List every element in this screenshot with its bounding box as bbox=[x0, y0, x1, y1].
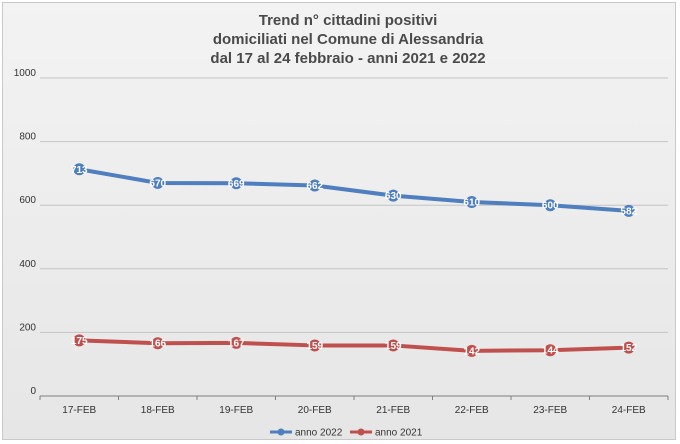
x-tick-label: 19-FEB bbox=[219, 405, 253, 416]
data-label: 600 bbox=[542, 201, 559, 212]
data-label: 166 bbox=[149, 339, 166, 350]
data-point bbox=[622, 204, 635, 217]
series-line bbox=[77, 167, 631, 213]
data-label: 142 bbox=[463, 346, 480, 357]
data-point bbox=[465, 196, 478, 209]
legend-label: anno 2021 bbox=[375, 428, 423, 439]
data-label: 670 bbox=[149, 178, 166, 189]
y-tick-label: 1000 bbox=[14, 68, 37, 79]
x-tick-label: 17-FEB bbox=[62, 405, 96, 416]
data-point bbox=[73, 334, 86, 347]
chart-title-line-3: dal 17 al 24 febbraio - anni 2021 e 2022 bbox=[210, 50, 485, 67]
data-point bbox=[230, 336, 243, 349]
legend-swatch-marker bbox=[357, 428, 365, 436]
data-label: 713 bbox=[71, 165, 88, 176]
y-tick-label: 200 bbox=[19, 322, 36, 333]
data-point bbox=[308, 339, 321, 352]
chart-title-line-1: Trend n° cittadini positivi bbox=[259, 12, 438, 29]
data-label: 582 bbox=[620, 206, 637, 217]
data-label: 175 bbox=[71, 336, 88, 347]
chart-title: Trend n° cittadini positivi domiciliati … bbox=[210, 12, 485, 67]
x-tick-label: 24-FEB bbox=[612, 405, 646, 416]
data-point bbox=[387, 339, 400, 352]
data-label: 669 bbox=[228, 179, 245, 190]
y-tick-label: 400 bbox=[19, 259, 36, 270]
x-tick-label: 22-FEB bbox=[455, 405, 489, 416]
data-label: 610 bbox=[463, 198, 480, 209]
data-label: 159 bbox=[385, 341, 402, 352]
data-label: 630 bbox=[385, 191, 402, 202]
legend: anno 2022 anno 2021 bbox=[270, 428, 423, 439]
data-label: 167 bbox=[228, 338, 245, 349]
x-tick-label: 18-FEB bbox=[141, 405, 175, 416]
x-tick-label: 23-FEB bbox=[533, 405, 567, 416]
data-point bbox=[465, 344, 478, 357]
y-tick-label: 0 bbox=[30, 386, 36, 397]
data-point bbox=[622, 341, 635, 354]
data-point bbox=[73, 163, 86, 176]
data-point bbox=[151, 176, 164, 189]
data-label: 152 bbox=[620, 343, 637, 354]
x-tick-label: 20-FEB bbox=[298, 405, 332, 416]
series-line bbox=[77, 338, 631, 353]
data-point bbox=[544, 344, 557, 357]
y-tick-label: 800 bbox=[19, 132, 36, 143]
chart-frame bbox=[2, 2, 676, 440]
gridlines bbox=[40, 77, 668, 333]
data-label: 159 bbox=[306, 341, 323, 352]
series-group: 713 670 669 662 630 610 600 582 175 166 167 159 159 1… bbox=[71, 163, 638, 357]
chart-title-line-2: domiciliati nel Comune di Alessandria bbox=[213, 31, 484, 48]
data-point bbox=[387, 189, 400, 202]
data-label: 144 bbox=[542, 346, 559, 357]
y-axis-ticks: 0 200 400 600 800 1000 bbox=[14, 68, 37, 397]
legend-swatch-marker bbox=[277, 428, 285, 436]
data-label: 662 bbox=[306, 181, 323, 192]
data-point bbox=[151, 337, 164, 350]
legend-label: anno 2022 bbox=[295, 428, 343, 439]
y-tick-label: 600 bbox=[19, 195, 36, 206]
data-point bbox=[308, 179, 321, 192]
data-point bbox=[230, 177, 243, 190]
data-point bbox=[544, 199, 557, 212]
x-axis: 17-FEB 18-FEB 19-FEB 20-FEB 21-FEB 22-FEB 23-F… bbox=[39, 395, 669, 416]
x-tick-label: 21-FEB bbox=[376, 405, 410, 416]
